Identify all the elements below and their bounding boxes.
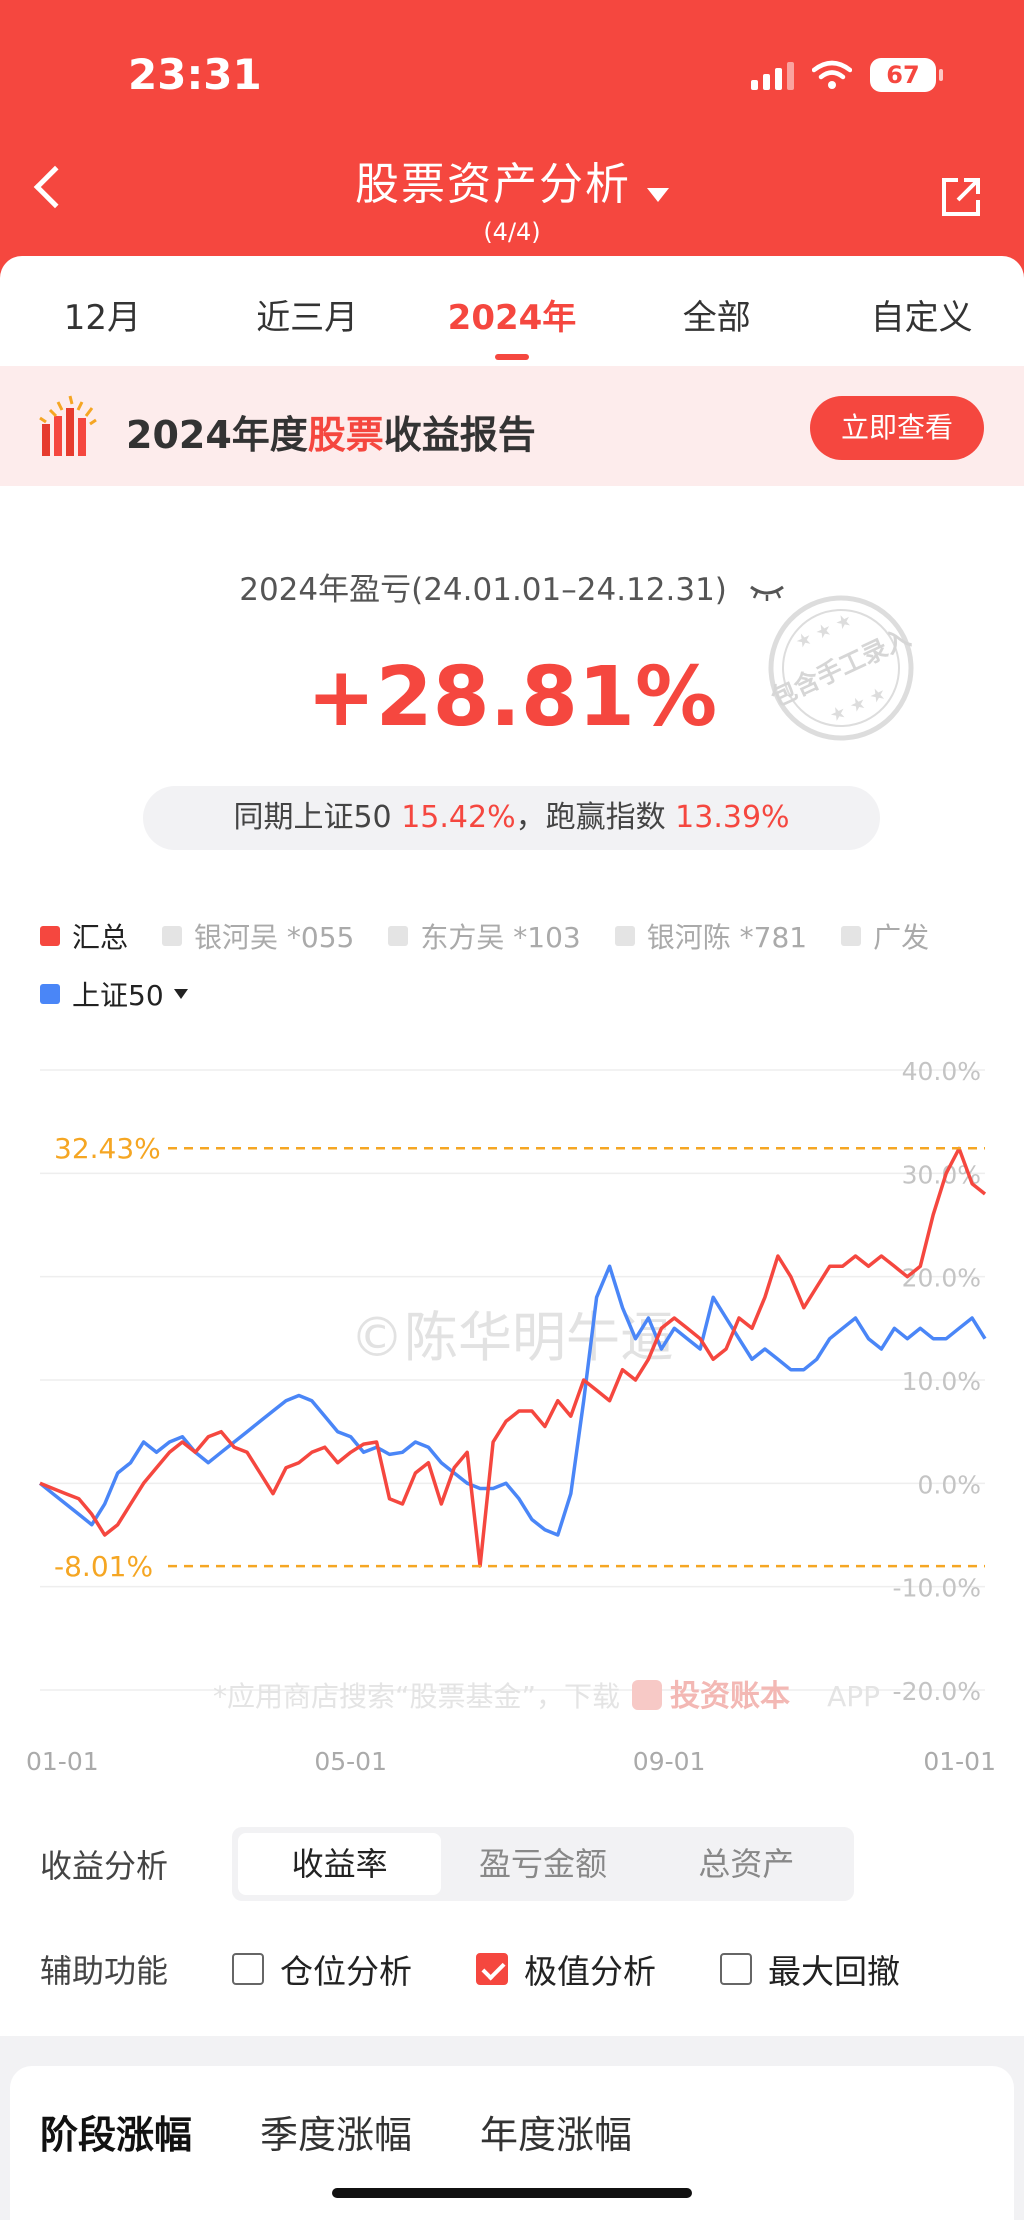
banner-text: 2024年度股票收益报告 [126, 413, 536, 457]
tab-custom[interactable]: 自定义 [870, 298, 973, 338]
status-time: 23:31 [128, 50, 262, 99]
legend-item-account-3[interactable]: 银河陈 *781 [614, 916, 807, 956]
nav-title-block[interactable]: 股票资产分析 (4/4) [0, 148, 1024, 246]
share-icon[interactable] [940, 176, 982, 218]
tab-stage-gain[interactable]: 阶段涨幅 [40, 2113, 193, 2157]
series-line-index [38, 1264, 987, 1537]
aux-row: 辅助功能 仓位分析 极值分析 最大回撤 [40, 1944, 1000, 1994]
y-tick-label: 10.0% [902, 1367, 981, 1396]
page-subtitle: (4/4) [483, 218, 541, 246]
analysis-label: 收益分析 [40, 1847, 169, 1885]
manual-entry-stamp: ★ ★ ★ 包含手工录入 ★ ★ ★ [767, 595, 915, 741]
x-tick-label: 05-01 [314, 1747, 387, 1776]
chart-footer-brand: 投资账本 [670, 1679, 790, 1714]
benchmark-compare: 同期上证50 15.42%，跑赢指数 13.39% [143, 786, 880, 850]
period-tabs: 12月 近三月 2024年 全部 自定义 [0, 256, 1024, 366]
aux-label: 辅助功能 [40, 1952, 169, 1990]
total-return: +28.81% [306, 650, 718, 745]
chevron-down-icon [173, 989, 188, 999]
svg-text:★ ★ ★: ★ ★ ★ [792, 609, 855, 653]
legend-item-account-4[interactable]: 广发 [841, 916, 929, 956]
position-analysis-checkbox[interactable]: 仓位分析 [232, 1945, 412, 1993]
wifi-icon [812, 60, 852, 89]
tab-dec[interactable]: 12月 [63, 298, 142, 338]
extreme-label-min: -8.01% [54, 1550, 153, 1583]
tab-3m[interactable]: 近三月 [256, 298, 359, 338]
tab-2024[interactable]: 2024年 [410, 256, 615, 366]
legend-item-total[interactable]: 汇总 [40, 916, 128, 956]
chart-footer-note: *应用商店搜索“股票基金”，下载 [213, 1680, 620, 1713]
chart-footer-app: APP [827, 1680, 880, 1713]
brand-logo-icon [632, 1680, 662, 1710]
gain-tabs: 阶段涨幅 季度涨幅 年度涨幅 [40, 2104, 700, 2159]
x-tick-label: 01-01 [923, 1747, 996, 1776]
x-tick-label: 01-01 [26, 1747, 99, 1776]
eye-closed-icon[interactable] [749, 583, 785, 601]
analysis-segmented-control: 收益率 盈亏金额 总资产 [232, 1827, 854, 1901]
y-tick-label: 20.0% [902, 1264, 981, 1293]
return-chart: 40.0%30.0%20.0%10.0%0.0%-10.0%-20.0%01-0… [26, 1057, 996, 1776]
extreme-label-max: 32.43% [54, 1132, 161, 1165]
summary-title: 2024年盈亏(24.01.01–24.12.31) [0, 564, 1024, 609]
extreme-analysis-checkbox[interactable]: 极值分析 [476, 1945, 656, 1993]
y-tick-label: 0.0% [917, 1470, 981, 1499]
firework-icon [39, 395, 97, 456]
home-indicator[interactable] [332, 2188, 692, 2198]
max-drawdown-checkbox[interactable]: 最大回撤 [720, 1945, 900, 1993]
y-tick-label: 40.0% [902, 1057, 981, 1086]
x-tick-label: 09-01 [633, 1747, 706, 1776]
y-tick-label: -10.0% [893, 1574, 981, 1603]
stamp-text: 包含手工录入 [767, 623, 915, 713]
battery-icon: 67 [870, 58, 943, 92]
app-header: 23:31 67 股票资产分析 (4/4) [0, 0, 1024, 290]
y-tick-label: -20.0% [893, 1677, 981, 1706]
tab-quarter-gain[interactable]: 季度涨幅 [260, 2113, 413, 2157]
signal-icon [751, 60, 794, 90]
seg-return-rate[interactable]: 收益率 [238, 1833, 442, 1895]
tab-year-gain[interactable]: 年度涨幅 [480, 2113, 633, 2157]
chart-watermark: ©陈华明牛逼 [350, 1306, 674, 1369]
seg-total-assets[interactable]: 总资产 [698, 1845, 795, 1883]
seg-pnl-amount[interactable]: 盈亏金额 [478, 1845, 607, 1883]
page-title: 股票资产分析 [355, 159, 631, 210]
svg-text:★ ★ ★: ★ ★ ★ [827, 683, 890, 727]
legend-item-account-1[interactable]: 银河吴 *055 [162, 916, 354, 956]
report-banner[interactable]: 2024年度股票收益报告 立即查看 [0, 366, 1024, 486]
chevron-down-icon [647, 187, 669, 202]
chart-legend: 汇总 银河吴 *055 东方吴 *103 银河陈 *781 广发 上证50 [40, 916, 1000, 1032]
legend-item-index[interactable]: 上证50 [40, 974, 188, 1014]
status-icons: 67 [751, 58, 943, 92]
section-gap [0, 2036, 1024, 2066]
series-line-total [39, 1146, 987, 1568]
main-card [0, 256, 1024, 2036]
view-report-button[interactable]: 立即查看 [810, 396, 984, 460]
tab-all[interactable]: 全部 [682, 298, 751, 338]
analysis-row: 收益分析 收益率 盈亏金额 总资产 [40, 1826, 1000, 1902]
legend-item-account-2[interactable]: 东方吴 *103 [388, 916, 581, 956]
